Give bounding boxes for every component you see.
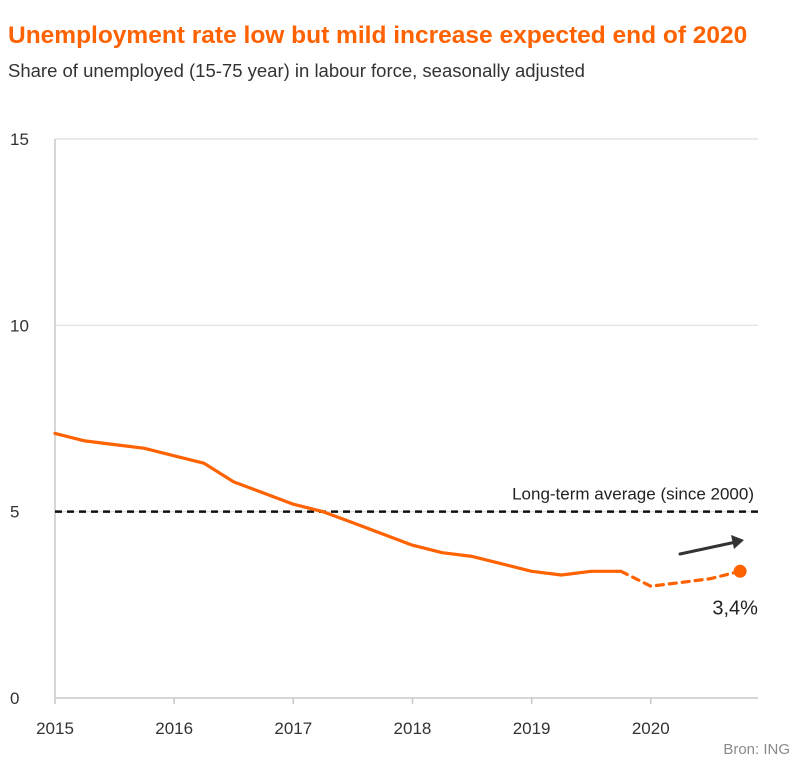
source-note: Bron: ING	[723, 741, 790, 758]
chart-title: Unemployment rate low but mild increase …	[8, 22, 748, 49]
end-point-label: 3,4%	[712, 597, 758, 619]
forecast-series-line	[619, 569, 742, 588]
x-tick-label: 2016	[155, 719, 193, 738]
trend-arrow-shaft	[678, 540, 738, 556]
end-point-marker	[733, 564, 747, 578]
y-tick-label: 15	[10, 130, 29, 149]
trend-arrow-icon	[731, 535, 744, 549]
y-tick-label: 5	[10, 503, 19, 522]
x-tick-label: 2019	[513, 719, 551, 738]
x-tick-label: 2020	[632, 719, 670, 738]
y-tick-label: 0	[10, 689, 19, 708]
unemployment-series-line	[53, 431, 623, 577]
long-term-average-label: Long-term average (since 2000)	[512, 485, 754, 504]
x-tick-label: 2015	[36, 719, 74, 738]
chart-subtitle: Share of unemployed (15-75 year) in labo…	[8, 60, 585, 81]
x-tick-label: 2018	[394, 719, 432, 738]
y-tick-label: 10	[10, 316, 29, 335]
x-tick-label: 2017	[274, 719, 312, 738]
